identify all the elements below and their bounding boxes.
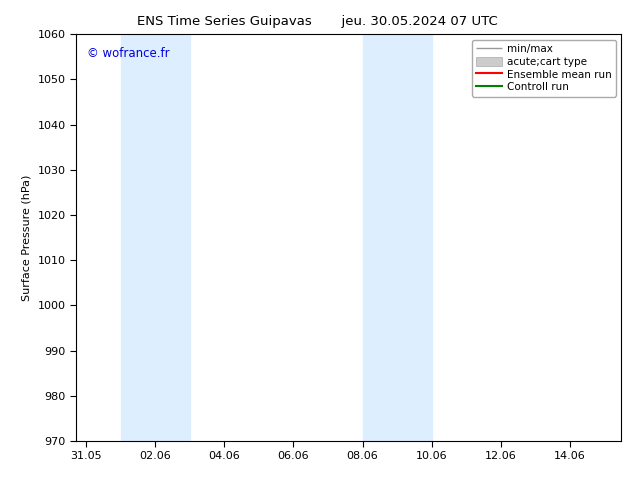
- Bar: [363, 34, 432, 441]
- Text: ENS Time Series Guipavas       jeu. 30.05.2024 07 UTC: ENS Time Series Guipavas jeu. 30.05.2024…: [136, 15, 498, 28]
- Y-axis label: Surface Pressure (hPa): Surface Pressure (hPa): [22, 174, 32, 301]
- Bar: [121, 34, 190, 441]
- Legend: min/max, acute;cart type, Ensemble mean run, Controll run: min/max, acute;cart type, Ensemble mean …: [472, 40, 616, 97]
- Text: © wofrance.fr: © wofrance.fr: [87, 47, 170, 59]
